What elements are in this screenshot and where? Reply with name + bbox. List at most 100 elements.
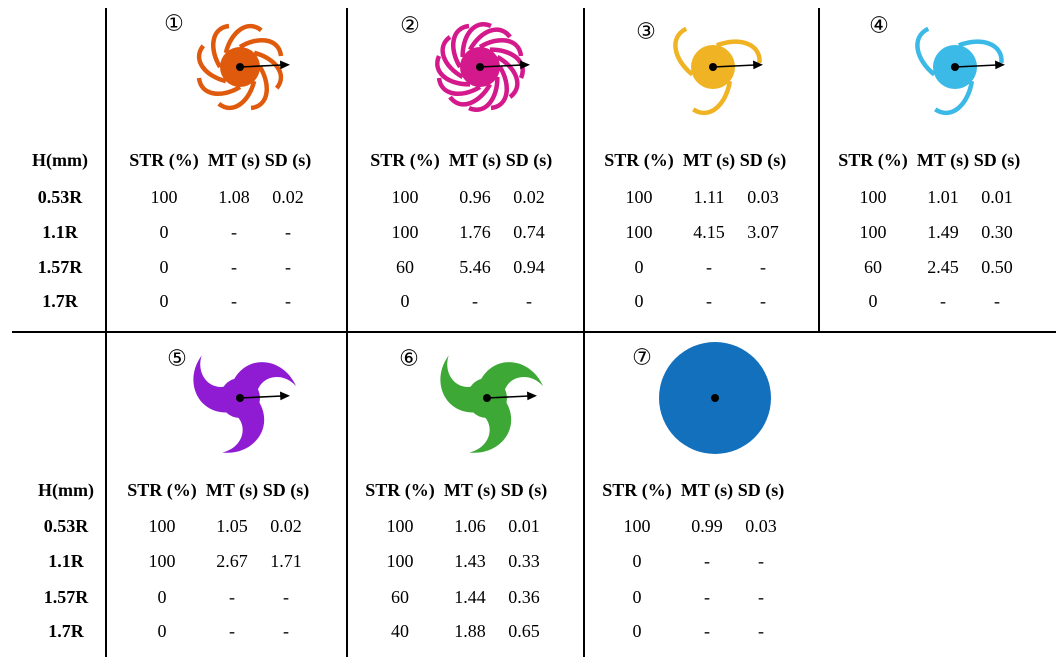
table-cell: 0 xyxy=(632,621,642,641)
rotor-3-wide-curved-blades-icon xyxy=(193,355,296,453)
table-cell: 100 xyxy=(859,222,887,242)
table-cell: 0.50 xyxy=(981,257,1013,277)
table-cell: 100 xyxy=(391,187,419,207)
table-cell: - xyxy=(994,291,1000,311)
design-number-badge: ③ xyxy=(636,20,656,45)
table-cell: 1.43 xyxy=(454,551,486,571)
table-cell: - xyxy=(283,587,289,607)
column-header: SD (s) xyxy=(505,150,553,170)
design-number-badge: ① xyxy=(164,12,184,37)
column-header: SD (s) xyxy=(739,150,787,170)
row-label: 1.7R xyxy=(42,291,78,311)
column-header: STR (%) xyxy=(129,150,199,170)
table-cell: - xyxy=(285,291,291,311)
divider-vertical xyxy=(105,8,107,332)
table-cell: 100 xyxy=(148,551,176,571)
table-cell: 0.74 xyxy=(513,222,545,242)
rotor-12-thin-curved-blades-icon xyxy=(435,22,530,112)
column-header: MT (s) xyxy=(207,150,261,170)
column-header: MT (s) xyxy=(448,150,502,170)
table-cell: 0 xyxy=(159,257,169,277)
table-cell: - xyxy=(704,621,710,641)
table-cell: 0.03 xyxy=(747,187,779,207)
table-cell: 4.15 xyxy=(693,222,725,242)
design-number: ⑤ xyxy=(167,347,187,372)
rotor-3-thin-curved-blades-icon xyxy=(915,26,1005,116)
table-cell: 1.88 xyxy=(454,621,486,641)
column-header: SD (s) xyxy=(264,150,312,170)
design-number: ④ xyxy=(869,14,889,39)
table-cell: 0.03 xyxy=(745,516,777,536)
table-cell: - xyxy=(231,222,237,242)
table-cell: 0.36 xyxy=(508,587,540,607)
divider-vertical xyxy=(105,332,107,657)
table-cell: 60 xyxy=(396,257,414,277)
table-cell: 0 xyxy=(634,291,644,311)
row-label: 0.53R xyxy=(37,187,83,207)
row-label: 1.7R xyxy=(48,621,84,641)
table-cell: - xyxy=(231,291,237,311)
table-cell: - xyxy=(706,291,712,311)
column-header: STR (%) xyxy=(604,150,674,170)
table-cell: - xyxy=(285,222,291,242)
table-cell: - xyxy=(283,621,289,641)
table-cell: 1.76 xyxy=(459,222,491,242)
divider-horizontal xyxy=(12,331,1056,333)
table-cell: 100 xyxy=(625,222,653,242)
table-cell: - xyxy=(758,587,764,607)
table-cell: 0 xyxy=(634,257,644,277)
table-cell: 0.65 xyxy=(508,621,540,641)
table-cell: 3.07 xyxy=(747,222,779,242)
design-number: ⑥ xyxy=(399,347,419,372)
design-number-badge: ⑥ xyxy=(399,347,419,372)
table-cell: - xyxy=(940,291,946,311)
row-header-label: H(mm) xyxy=(38,480,94,500)
table-cell: 100 xyxy=(150,187,178,207)
table-cell: 0.01 xyxy=(981,187,1013,207)
row-label: 0.53R xyxy=(43,516,89,536)
table-cell: 60 xyxy=(864,257,882,277)
design-number: ② xyxy=(400,14,420,39)
column-header: MT (s) xyxy=(680,480,734,500)
design-number-badge: ⑦ xyxy=(632,346,652,371)
table-cell: - xyxy=(758,621,764,641)
table-cell: 0.30 xyxy=(981,222,1013,242)
row-label: 1.1R xyxy=(48,551,84,571)
table-cell: 1.71 xyxy=(270,551,302,571)
column-header: MT (s) xyxy=(682,150,736,170)
table-cell: 100 xyxy=(625,187,653,207)
table-cell: - xyxy=(229,621,235,641)
table-cell: 1.01 xyxy=(927,187,959,207)
table-cell: - xyxy=(704,551,710,571)
table-cell: - xyxy=(760,291,766,311)
table-cell: 0.33 xyxy=(508,551,540,571)
table-cell: 2.45 xyxy=(927,257,959,277)
table-cell: 0.02 xyxy=(270,516,302,536)
table-cell: - xyxy=(231,257,237,277)
column-header: MT (s) xyxy=(443,480,497,500)
table-cell: - xyxy=(472,291,478,311)
table-cell: - xyxy=(526,291,532,311)
design-number-badge: ④ xyxy=(869,14,889,39)
rotor-3-thin-curved-blades-icon xyxy=(673,26,763,116)
disc-no-blades-icon xyxy=(659,342,771,454)
table-cell: 0.99 xyxy=(691,516,723,536)
table-cell: - xyxy=(706,257,712,277)
table-cell: - xyxy=(704,587,710,607)
column-header: MT (s) xyxy=(205,480,259,500)
table-cell: 1.49 xyxy=(927,222,959,242)
design-number: ⑦ xyxy=(632,346,652,371)
design-number: ③ xyxy=(636,20,656,45)
table-cell: - xyxy=(229,587,235,607)
column-header: STR (%) xyxy=(838,150,908,170)
table-cell: 0.94 xyxy=(513,257,545,277)
column-header: STR (%) xyxy=(365,480,435,500)
row-header-label: H(mm) xyxy=(32,150,88,170)
column-header: STR (%) xyxy=(127,480,197,500)
row-label: 1.57R xyxy=(43,587,89,607)
rotor-3-wide-curved-blades-icon xyxy=(440,355,543,453)
design-number-badge: ⑤ xyxy=(167,347,187,372)
table-cell: 2.67 xyxy=(216,551,248,571)
table-cell: 1.06 xyxy=(454,516,486,536)
table-cell: 1.05 xyxy=(216,516,248,536)
